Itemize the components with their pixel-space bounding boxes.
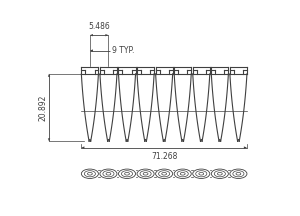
Polygon shape (48, 138, 50, 141)
Polygon shape (244, 146, 247, 149)
Polygon shape (90, 34, 93, 36)
Polygon shape (48, 74, 50, 77)
Text: 20.892: 20.892 (38, 94, 47, 121)
Polygon shape (105, 34, 108, 36)
Text: 5.486: 5.486 (88, 22, 110, 31)
Polygon shape (90, 49, 93, 52)
Text: 71.268: 71.268 (151, 152, 177, 161)
Text: 9 TYP.: 9 TYP. (112, 46, 134, 55)
Polygon shape (81, 146, 84, 149)
